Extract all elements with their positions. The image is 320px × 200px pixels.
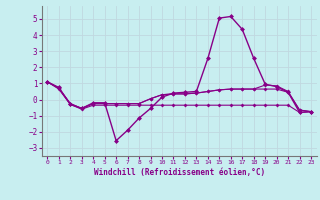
X-axis label: Windchill (Refroidissement éolien,°C): Windchill (Refroidissement éolien,°C): [94, 168, 265, 177]
